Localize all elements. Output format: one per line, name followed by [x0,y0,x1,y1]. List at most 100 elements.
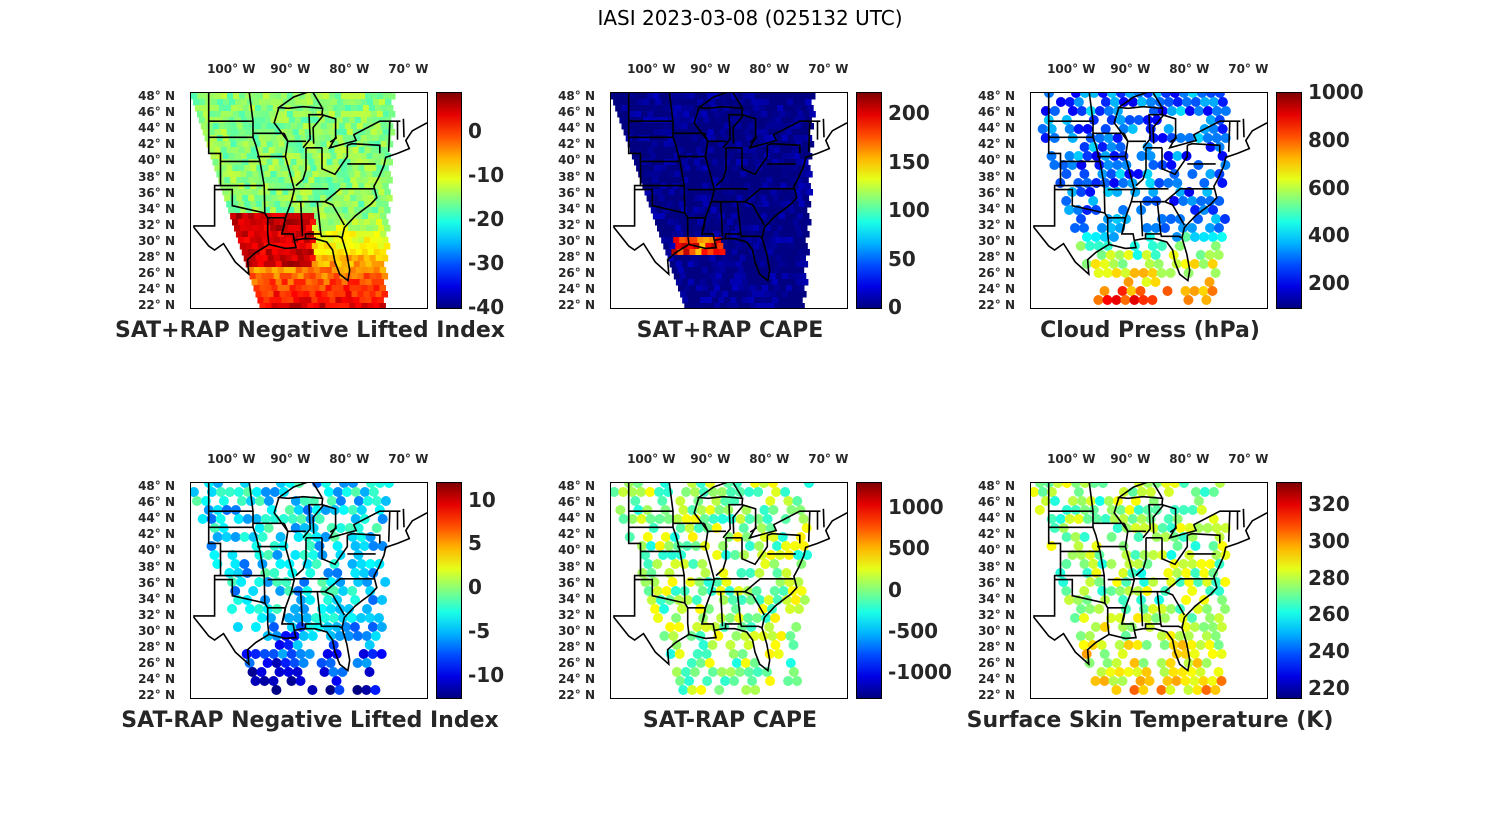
lat-tick-label: 40° N [978,543,1015,558]
data-point [382,147,390,154]
data-point [333,237,341,244]
data-point [674,189,681,196]
data-point [375,255,383,262]
data-point [695,93,702,100]
data-point [329,586,340,596]
data-point [342,135,350,142]
data-point [768,483,778,488]
lat-tick-label: 36° N [138,185,175,200]
data-point [1094,604,1104,614]
data-point [752,613,763,623]
data-point [652,159,659,166]
data-point [241,249,249,256]
data-point [750,303,757,308]
data-point [783,279,791,286]
data-point [303,237,311,244]
data-point [242,213,249,220]
data-point [308,159,315,166]
data-point [240,153,247,160]
data-point [328,219,335,226]
data-point [254,195,261,202]
data-point [701,649,712,659]
data-point [1109,178,1120,188]
data-point [1205,223,1215,233]
data-point [218,496,229,506]
data-point [790,595,801,605]
data-point [353,496,364,506]
data-point [319,231,327,238]
data-point [776,631,787,641]
data-point [615,105,622,112]
data-point [320,141,328,148]
data-point [368,105,376,112]
lat-tick-label: 34° N [558,591,595,606]
data-point [689,147,697,154]
border-line [214,188,265,214]
data-point [623,111,630,118]
data-point [293,613,303,623]
data-point [374,105,382,112]
colorbar-tick-label: 0 [888,577,902,602]
data-point [683,111,690,118]
lat-tick-label: 32° N [558,217,595,232]
data-point [340,183,347,190]
map-svg [611,93,847,308]
data-point [737,129,745,136]
data-point [701,111,708,118]
data-point [1174,241,1185,251]
data-point [248,586,259,596]
data-point [702,183,709,190]
data-point [238,147,246,154]
data-point [212,141,220,148]
data-point [331,267,339,274]
data-point [335,261,343,268]
data-point [352,129,360,136]
data-point [707,147,715,154]
data-point [1129,268,1140,278]
data-point [733,273,741,280]
data-point [631,153,639,160]
data-point [776,189,783,196]
data-point [1165,658,1176,668]
map-plot-area [1030,92,1268,309]
data-point [1070,505,1081,515]
data-point [678,285,685,292]
data-point [293,261,301,268]
data-point [290,213,297,220]
data-point [633,123,640,130]
data-point [675,496,686,506]
data-point [764,649,775,659]
state-borders [1033,93,1267,283]
data-point [362,177,369,184]
data-point [733,135,741,142]
border-line [1164,188,1216,203]
data-point [649,577,660,587]
data-point [768,165,775,172]
data-point [721,135,729,142]
lon-axis-labels: 100° W 90° W 80° W 70° W [600,62,848,82]
data-point [363,291,370,298]
data-point [769,135,777,142]
data-point [627,105,634,112]
data-point [1100,514,1111,524]
data-point [368,595,379,605]
lat-axis-labels: 48° N 46° N 44° N 42° N 40° N 38° N 36° N 34° N… [950,479,1025,702]
border-line [402,118,405,138]
data-point [338,213,345,220]
data-point [696,685,707,695]
data-point [259,249,267,256]
data-point [360,225,367,232]
map-svg [1031,483,1267,695]
data-point [797,111,804,118]
data-point [334,201,341,208]
colorbar-tick-label: 1000 [1308,80,1364,104]
data-point [785,129,793,136]
data-point [349,622,360,632]
data-point [1076,214,1086,224]
data-point [697,99,704,106]
data-point [198,117,206,124]
data-point [337,249,345,256]
data-point [348,225,355,232]
data-point [794,207,802,214]
colorbar-tick-label: -30 [468,251,505,276]
